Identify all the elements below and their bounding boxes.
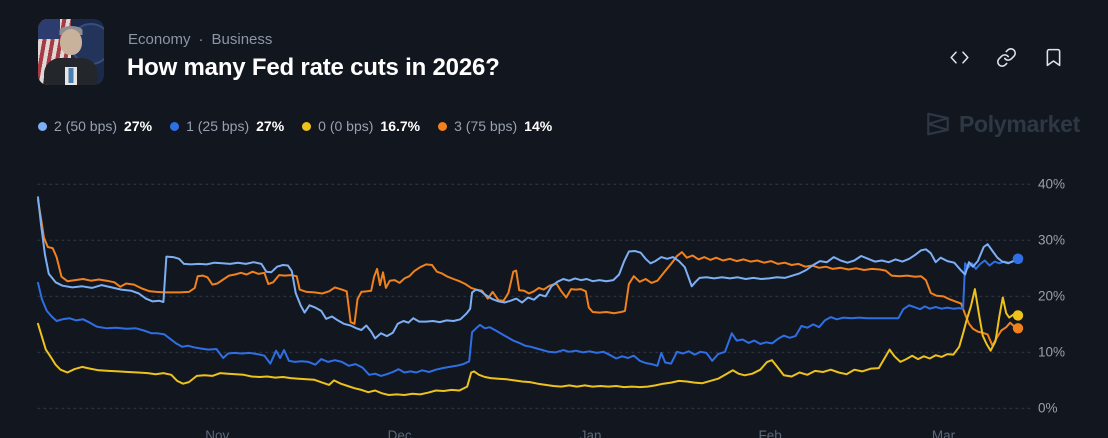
breadcrumb-subcategory[interactable]: Business (211, 31, 273, 48)
x-axis-label: Jan (579, 428, 602, 438)
y-axis-label: 20% (1038, 288, 1066, 304)
y-axis-label: 30% (1038, 232, 1066, 248)
x-axis-label: Feb (758, 428, 782, 438)
legend-value: 27% (256, 118, 285, 134)
breadcrumb: Economy · Business (128, 31, 272, 48)
series-line-1-25-bps- (37, 257, 1019, 377)
legend-value: 16.7% (380, 118, 421, 134)
avatar-person-tie (68, 68, 74, 83)
legend-dot-icon (438, 121, 448, 131)
copy-link-button[interactable] (996, 47, 1017, 68)
legend-item-3-75bps[interactable]: 3 (75 bps) 14% (438, 118, 552, 134)
embed-button[interactable] (949, 47, 970, 68)
code-embed-icon (950, 51, 969, 64)
legend-label: 0 (0 bps) (318, 118, 374, 134)
legend-label: 1 (25 bps) (186, 118, 250, 134)
series-endpoint-dot (1012, 253, 1024, 264)
legend-item-2-50bps[interactable]: 2 (50 bps) 27% (38, 118, 152, 134)
legend-item-0-0bps[interactable]: 0 (0 bps) 16.7% (302, 118, 420, 134)
legend-item-1-25bps[interactable]: 1 (25 bps) 27% (170, 118, 284, 134)
series-endpoint-dot (1012, 310, 1024, 321)
y-axis-label: 0% (1038, 400, 1058, 416)
x-axis-label: Nov (205, 428, 230, 438)
market-actions (949, 47, 1064, 68)
bookmark-button[interactable] (1043, 47, 1064, 68)
legend-label: 3 (75 bps) (454, 118, 518, 134)
breadcrumb-category[interactable]: Economy (128, 31, 191, 48)
series-line-0-0-bps- (37, 288, 1019, 396)
legend-value: 27% (124, 118, 153, 134)
series-endpoint-dot (1012, 323, 1024, 334)
y-axis-label: 10% (1038, 344, 1066, 360)
x-axis-label: Mar (931, 428, 956, 438)
legend-dot-icon (170, 121, 180, 131)
avatar-flag-canton (38, 19, 60, 39)
series-line-3-75-bps- (37, 199, 1019, 347)
y-axis-label: 40% (1038, 176, 1066, 192)
market-avatar (38, 19, 104, 85)
legend-dot-icon (302, 121, 312, 131)
outcome-legend: 2 (50 bps) 27% 1 (25 bps) 27% 0 (0 bps) … (38, 118, 552, 134)
series-line-2-50-bps- (37, 196, 1019, 340)
legend-dot-icon (38, 121, 47, 131)
breadcrumb-separator: · (198, 31, 204, 48)
legend-label: 2 (50 bps) (54, 118, 118, 134)
page-title: How many Fed rate cuts in 2026? (127, 54, 500, 81)
link-icon (997, 48, 1016, 67)
legend-value: 14% (524, 118, 553, 134)
x-axis-label: Dec (387, 428, 412, 438)
bookmark-icon (1046, 48, 1061, 67)
avatar-person-head (60, 29, 82, 55)
